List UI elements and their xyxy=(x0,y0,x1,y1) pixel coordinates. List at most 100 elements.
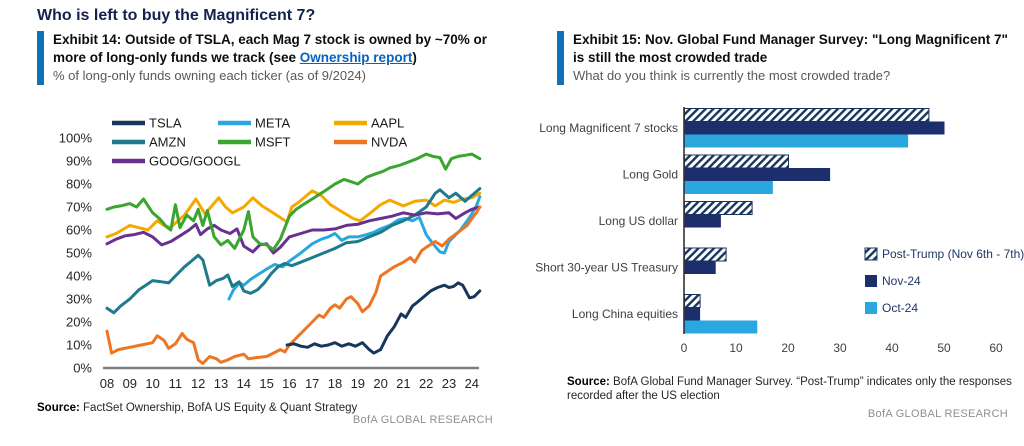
svg-text:30%: 30% xyxy=(66,292,92,307)
svg-text:10: 10 xyxy=(729,341,743,355)
svg-text:18: 18 xyxy=(328,376,342,391)
bar-nov-24-long-magnificent-7-stocks xyxy=(684,121,945,135)
svg-text:20: 20 xyxy=(373,376,387,391)
page-title: Who is left to buy the Magnificent 7? xyxy=(37,7,316,24)
line-tsla xyxy=(285,281,482,355)
svg-text:60: 60 xyxy=(989,341,1003,355)
svg-text:24: 24 xyxy=(465,376,479,391)
svg-text:NVDA: NVDA xyxy=(371,135,407,150)
exhibit15-accent-bar xyxy=(557,31,564,85)
svg-text:0%: 0% xyxy=(73,361,92,376)
exhibit15-source-text: BofA Global Fund Manager Survey. “Post-T… xyxy=(567,376,1012,403)
svg-text:16: 16 xyxy=(282,376,296,391)
exhibit15-source-label: Source: xyxy=(567,376,610,388)
exhibit15-title: Exhibit 15: Nov. Global Fund Manager Sur… xyxy=(573,32,1008,65)
svg-text:50: 50 xyxy=(937,341,951,355)
svg-text:META: META xyxy=(255,116,290,131)
legend-item-tsla: TSLA xyxy=(112,116,182,131)
bar-post-trump-nov-6th-7th-long-us-dollar xyxy=(684,201,753,215)
bar-oct-24-long-magnificent-7-stocks xyxy=(684,134,909,148)
svg-text:14: 14 xyxy=(237,376,251,391)
svg-text:100%: 100% xyxy=(59,131,93,146)
svg-text:50%: 50% xyxy=(66,246,92,261)
svg-text:Nov-24: Nov-24 xyxy=(882,274,921,288)
bar-nov-24-long-gold xyxy=(684,168,831,181)
bar-post-trump-nov-6th-7th-long-china-equities xyxy=(684,294,701,308)
legend-item-oct-24: Oct-24 xyxy=(865,301,918,315)
line-nvda xyxy=(105,205,482,365)
ownership-report-link[interactable]: Ownership report xyxy=(299,49,413,65)
category-label-long-china-equities: Long China equities xyxy=(572,307,678,321)
ownership-line-chart: 0% 10% 20% 30% 40% 50% 60% 70% 80% 90% 100% 08 09 10 1… xyxy=(59,116,482,391)
legend-item-nvda: NVDA xyxy=(334,135,407,150)
bofa-brand-left: BofA GLOBAL RESEARCH xyxy=(352,414,493,426)
exhibit14-subtitle: % of long-only funds owning each ticker … xyxy=(53,67,366,83)
svg-text:Oct-24: Oct-24 xyxy=(882,301,918,315)
svg-text:80%: 80% xyxy=(66,177,92,192)
legend-item-nov-24: Nov-24 xyxy=(865,274,921,288)
svg-text:AAPL: AAPL xyxy=(371,116,404,131)
svg-text:20: 20 xyxy=(781,341,795,355)
legend-item-amzn: AMZN xyxy=(112,135,186,150)
category-label-short-30-year-us-treasury: Short 30-year US Treasury xyxy=(535,261,678,275)
svg-text:40: 40 xyxy=(885,341,899,355)
exhibit15-source: Source: BofA Global Fund Manager Survey.… xyxy=(567,375,1015,404)
svg-text:15: 15 xyxy=(259,376,273,391)
svg-text:10%: 10% xyxy=(66,338,92,353)
bar-nov-24-short-30-year-us-treasury xyxy=(684,261,716,274)
svg-text:17: 17 xyxy=(305,376,319,391)
exhibit14-title-suffix: ) xyxy=(412,49,417,65)
svg-text:0: 0 xyxy=(681,341,688,355)
svg-text:22: 22 xyxy=(419,376,433,391)
svg-text:13: 13 xyxy=(214,376,228,391)
exhibit14-header: Exhibit 14: Outside of TSLA, each Mag 7 … xyxy=(37,31,495,85)
bar-oct-24-long-gold xyxy=(684,181,773,194)
exhibit14-source-label: Source: xyxy=(37,402,80,414)
legend-item-msft: MSFT xyxy=(218,135,290,150)
svg-text:GOOG/GOOGL: GOOG/GOOGL xyxy=(149,154,241,169)
svg-text:20%: 20% xyxy=(66,315,92,330)
svg-text:08: 08 xyxy=(100,376,114,391)
bar-post-trump-nov-6th-7th-long-magnificent-7-stocks xyxy=(684,108,930,122)
bar-nov-24-long-china-equities xyxy=(684,307,701,321)
svg-text:40%: 40% xyxy=(66,269,92,284)
svg-text:60%: 60% xyxy=(66,223,92,238)
x-axis-labels: 08 09 10 11 12 13 14 15 16 17 18 19 20 21 22 23 24 xyxy=(100,376,479,391)
bar-post-trump-nov-6th-7th-short-30-year-us-treasury xyxy=(684,247,727,262)
exhibit14-accent-bar xyxy=(37,31,44,85)
exhibit14-source: Source: FactSet Ownership, BofA US Equit… xyxy=(37,401,497,415)
line-msft xyxy=(105,152,482,252)
svg-text:23: 23 xyxy=(442,376,456,391)
bar-nov-24-long-us-dollar xyxy=(684,214,721,228)
svg-text:11: 11 xyxy=(169,376,183,391)
svg-text:12: 12 xyxy=(191,376,205,391)
line-amzn xyxy=(105,187,482,315)
svg-text:90%: 90% xyxy=(66,154,92,169)
svg-text:30: 30 xyxy=(833,341,847,355)
category-label-long-us-dollar: Long US dollar xyxy=(599,214,678,228)
exhibit15-subtitle: What do you think is currently the most … xyxy=(573,67,891,83)
bar-oct-24-long-china-equities xyxy=(684,320,758,334)
svg-text:AMZN: AMZN xyxy=(149,135,186,150)
exhibit14-title: Exhibit 14: Outside of TSLA, each Mag 7 … xyxy=(53,31,495,67)
bar-post-trump-nov-6th-7th-long-gold xyxy=(684,154,789,169)
legend-item-goog-googl: GOOG/GOOGL xyxy=(112,154,241,169)
exhibit15-header: Exhibit 15: Nov. Global Fund Manager Sur… xyxy=(557,31,1009,85)
exhibit14-source-text: FactSet Ownership, BofA US Equity & Quan… xyxy=(79,402,358,414)
svg-text:10: 10 xyxy=(145,376,159,391)
svg-text:70%: 70% xyxy=(66,200,92,215)
y-axis-labels: 0% 10% 20% 30% 40% 50% 60% 70% 80% 90% 100% xyxy=(59,131,93,376)
svg-text:TSLA: TSLA xyxy=(149,116,182,131)
legend-item-meta: META xyxy=(218,116,290,131)
bofa-brand-right: BofA GLOBAL RESEARCH xyxy=(867,408,1008,420)
svg-text:MSFT: MSFT xyxy=(255,135,290,150)
svg-text:19: 19 xyxy=(351,376,365,391)
legend-item-post-trump-nov-6th-7th: Post-Trump (Nov 6th - 7th) xyxy=(864,247,1024,261)
legend-item-aapl: AAPL xyxy=(334,116,404,131)
svg-text:21: 21 xyxy=(396,376,410,391)
category-label-long-gold: Long Gold xyxy=(623,168,678,182)
crowded-trade-bar-chart: Long Magnificent 7 stocks Long Gold Long U… xyxy=(535,107,1024,355)
x-axis-labels: 0 10 20 30 40 50 60 xyxy=(681,341,1003,355)
svg-text:09: 09 xyxy=(123,376,137,391)
category-label-long-magnificent-7-stocks: Long Magnificent 7 stocks xyxy=(539,121,678,135)
